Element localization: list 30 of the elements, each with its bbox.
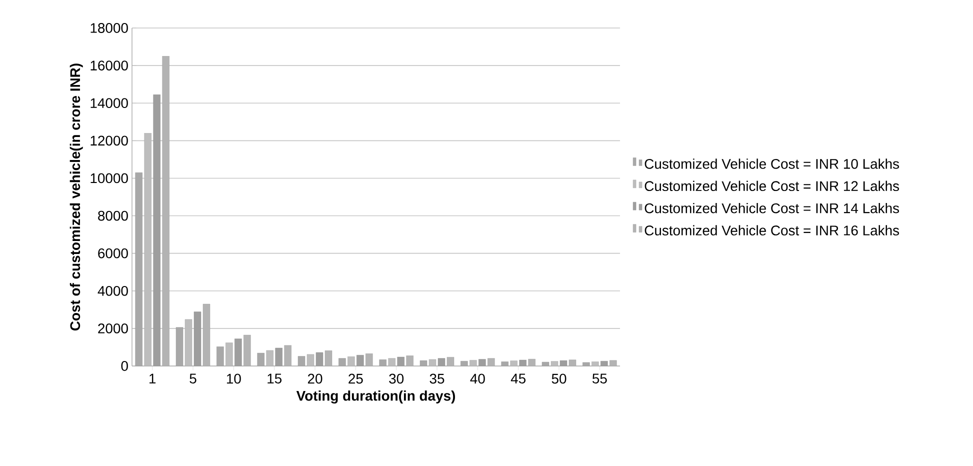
- x-tick-label: 50: [552, 374, 566, 384]
- x-tick-label: 40: [470, 374, 485, 384]
- x-tick-label: 35: [430, 374, 444, 384]
- x-tick-label: 5: [190, 374, 196, 384]
- y-tick-label: 4000: [98, 286, 128, 296]
- legend-label: Customized Vehicle Cost = INR 14 Lakhs: [644, 202, 900, 214]
- x-axis-title: Voting duration(in days): [296, 390, 455, 404]
- y-tick-label: 10000: [90, 173, 128, 184]
- y-tick-label: 6000: [98, 248, 128, 258]
- x-tick-label: 45: [510, 374, 526, 384]
- legend-label: Customized Vehicle Cost = INR 10 Lakhs: [644, 158, 900, 169]
- y-tick-label: 14000: [90, 98, 128, 108]
- x-tick-label: 15: [268, 374, 282, 384]
- x-tick-label: 55: [592, 374, 607, 384]
- y-tick-label: 16000: [90, 60, 128, 70]
- y-tick-label: 2000: [98, 323, 128, 334]
- bar: [153, 94, 160, 366]
- bar: [234, 338, 242, 366]
- y-tick-label: 8000: [98, 210, 128, 221]
- y-tick-label: 18000: [90, 23, 128, 33]
- y-tick-label: 12000: [90, 136, 128, 146]
- x-tick-label: 30: [389, 374, 404, 384]
- y-axis-title: Cost of customized vehicle(in crore INR): [70, 64, 83, 330]
- y-tick-label: 0: [121, 361, 128, 371]
- x-tick-label: 25: [348, 374, 363, 384]
- x-tick-label: 10: [226, 374, 241, 384]
- x-tick-label: 1: [150, 374, 156, 384]
- legend-label: Customized Vehicle Cost = INR 12 Lakhs: [644, 180, 900, 192]
- x-tick-label: 20: [308, 374, 322, 384]
- legend-label: Customized Vehicle Cost = INR 16 Lakhs: [644, 225, 900, 236]
